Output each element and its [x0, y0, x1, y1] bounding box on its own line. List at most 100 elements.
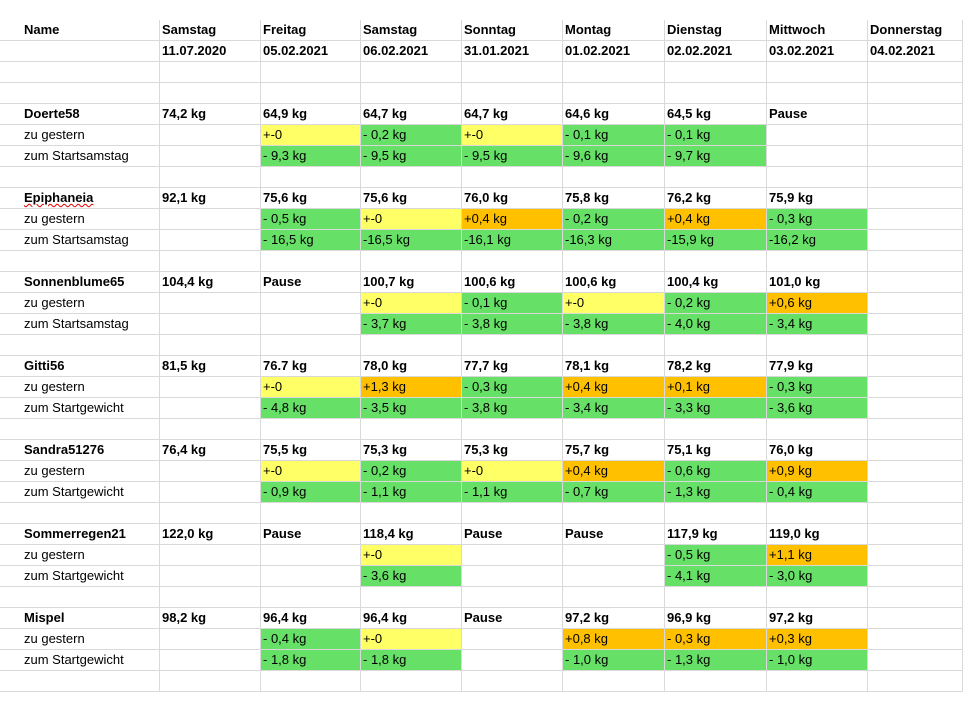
diff-yesterday[interactable]: - 0,4 kg [261, 629, 361, 649]
diff-since-start[interactable]: - 3,7 kg [361, 314, 462, 334]
weight-value[interactable] [868, 608, 963, 628]
empty-cell[interactable] [22, 83, 160, 103]
person-name[interactable]: Sommerregen21 [22, 524, 160, 544]
diff-yesterday[interactable]: - 0,2 kg [361, 461, 462, 481]
empty-cell[interactable] [462, 587, 563, 607]
empty-cell[interactable] [563, 83, 665, 103]
person-name[interactable]: Doerte58 [22, 104, 160, 124]
column-header-date[interactable]: 01.02.2021 [563, 41, 665, 61]
diff-yesterday[interactable] [868, 293, 963, 313]
weight-value[interactable]: 75,5 kg [261, 440, 361, 460]
empty-cell[interactable] [665, 251, 767, 271]
empty-cell[interactable] [160, 419, 261, 439]
weight-value[interactable]: Pause [767, 104, 868, 124]
diff-yesterday[interactable]: - 0,3 kg [665, 629, 767, 649]
weight-value[interactable]: 75,3 kg [361, 440, 462, 460]
empty-cell[interactable] [563, 251, 665, 271]
diff-yesterday[interactable] [868, 629, 963, 649]
row-label[interactable]: zum Startsamstag [22, 146, 160, 166]
weight-value[interactable] [868, 440, 963, 460]
diff-since-start[interactable]: - 1,0 kg [563, 650, 665, 670]
start-weight[interactable]: 92,1 kg [160, 188, 261, 208]
column-header-date[interactable]: 11.07.2020 [160, 41, 261, 61]
empty-cell[interactable] [22, 167, 160, 187]
row-label[interactable]: zum Startsamstag [22, 314, 160, 334]
weight-value[interactable]: Pause [261, 272, 361, 292]
diff-since-start[interactable]: -16,5 kg [361, 230, 462, 250]
weight-value[interactable]: 76.7 kg [261, 356, 361, 376]
diff-since-start[interactable]: - 3,5 kg [361, 398, 462, 418]
weight-value[interactable]: 119,0 kg [767, 524, 868, 544]
diff-yesterday[interactable]: - 0,5 kg [261, 209, 361, 229]
empty-cell[interactable] [261, 251, 361, 271]
weight-value[interactable]: 76,0 kg [462, 188, 563, 208]
diff-yesterday[interactable]: +1,1 kg [767, 545, 868, 565]
weight-value[interactable]: 77,7 kg [462, 356, 563, 376]
weight-value[interactable]: 64,9 kg [261, 104, 361, 124]
empty-cell[interactable] [563, 587, 665, 607]
diff-yesterday[interactable]: - 0,1 kg [462, 293, 563, 313]
weight-value[interactable]: 100,6 kg [563, 272, 665, 292]
weight-value[interactable]: 97,2 kg [767, 608, 868, 628]
diff-since-start[interactable]: - 1,8 kg [361, 650, 462, 670]
diff-since-start[interactable]: - 1,1 kg [361, 482, 462, 502]
empty-cell[interactable] [767, 83, 868, 103]
empty-cell[interactable] [361, 251, 462, 271]
diff-since-start[interactable]: - 3,4 kg [767, 314, 868, 334]
column-header-day[interactable]: Samstag [361, 20, 462, 40]
diff-yesterday[interactable]: +-0 [462, 461, 563, 481]
empty-cell[interactable] [160, 629, 261, 649]
weight-value[interactable]: 77,9 kg [767, 356, 868, 376]
diff-yesterday[interactable]: +0,8 kg [563, 629, 665, 649]
diff-yesterday[interactable]: - 0,2 kg [563, 209, 665, 229]
weight-value[interactable]: 64,7 kg [462, 104, 563, 124]
empty-cell[interactable] [462, 335, 563, 355]
empty-cell[interactable] [665, 671, 767, 691]
empty-cell[interactable] [160, 335, 261, 355]
empty-cell[interactable] [462, 83, 563, 103]
diff-since-start[interactable]: - 3,8 kg [462, 398, 563, 418]
diff-since-start[interactable] [767, 146, 868, 166]
weight-value[interactable]: Pause [462, 608, 563, 628]
row-label[interactable]: zum Startgewicht [22, 650, 160, 670]
column-header-day[interactable]: Donnerstag [868, 20, 963, 40]
column-header-day[interactable]: Freitag [261, 20, 361, 40]
diff-since-start[interactable]: - 3,8 kg [563, 314, 665, 334]
empty-cell[interactable] [22, 251, 160, 271]
diff-yesterday[interactable] [868, 125, 963, 145]
empty-cell[interactable] [462, 167, 563, 187]
empty-cell[interactable] [160, 482, 261, 502]
diff-since-start[interactable] [868, 230, 963, 250]
empty-cell[interactable] [868, 251, 963, 271]
empty-cell[interactable] [665, 587, 767, 607]
row-label[interactable]: zu gestern [22, 545, 160, 565]
empty-cell[interactable] [868, 83, 963, 103]
weight-value[interactable]: 75,1 kg [665, 440, 767, 460]
diff-since-start[interactable]: - 4,0 kg [665, 314, 767, 334]
start-weight[interactable]: 104,4 kg [160, 272, 261, 292]
diff-yesterday[interactable]: +-0 [261, 461, 361, 481]
weight-value[interactable]: Pause [261, 524, 361, 544]
diff-yesterday[interactable]: +-0 [563, 293, 665, 313]
diff-since-start[interactable]: - 1,1 kg [462, 482, 563, 502]
column-header-date[interactable]: 05.02.2021 [261, 41, 361, 61]
diff-since-start[interactable]: - 9,5 kg [462, 146, 563, 166]
empty-cell[interactable] [767, 419, 868, 439]
empty-cell[interactable] [665, 167, 767, 187]
weight-value[interactable]: 78,1 kg [563, 356, 665, 376]
diff-since-start[interactable] [868, 650, 963, 670]
empty-cell[interactable] [361, 335, 462, 355]
empty-cell[interactable] [160, 587, 261, 607]
empty-cell[interactable] [22, 419, 160, 439]
start-weight[interactable]: 98,2 kg [160, 608, 261, 628]
diff-yesterday[interactable]: - 0,5 kg [665, 545, 767, 565]
empty-cell[interactable] [665, 503, 767, 523]
weight-value[interactable]: 96,4 kg [361, 608, 462, 628]
empty-cell[interactable] [261, 503, 361, 523]
diff-since-start[interactable]: - 3,6 kg [361, 566, 462, 586]
weight-value[interactable]: 64,5 kg [665, 104, 767, 124]
empty-cell[interactable] [767, 671, 868, 691]
empty-cell[interactable] [261, 62, 361, 82]
empty-cell[interactable] [160, 293, 261, 313]
diff-since-start[interactable] [868, 566, 963, 586]
